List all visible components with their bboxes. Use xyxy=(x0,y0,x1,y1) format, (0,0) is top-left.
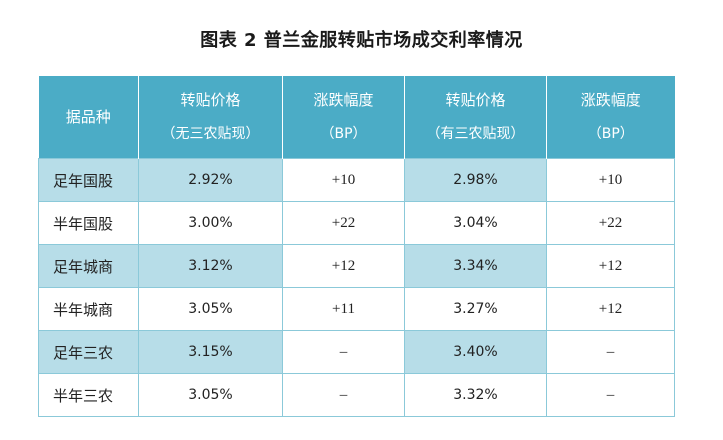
header-price-no-sannong-line2: （无三农贴现） xyxy=(161,126,260,142)
row-label: 半年三农 xyxy=(38,373,139,417)
change-1-cell: +11 xyxy=(282,287,405,331)
price-no-sannong-cell: 3.15% xyxy=(138,330,283,374)
price-with-sannong-cell: 3.32% xyxy=(404,373,547,417)
price-with-sannong-cell: 2.98% xyxy=(404,158,547,202)
header-change-1-line1: 涨跌幅度 xyxy=(313,91,374,109)
change-1-cell: +22 xyxy=(282,201,405,245)
row-label: 半年国股 xyxy=(38,201,139,245)
table-row: 半年三农 3.05% – 3.32% – xyxy=(38,373,675,417)
price-with-sannong-cell: 3.27% xyxy=(404,287,547,331)
header-price-with-sannong-line2: （有三农贴现） xyxy=(426,126,525,142)
header-variety-label: 据品种 xyxy=(65,108,111,126)
table-row: 足年三农 3.15% – 3.40% – xyxy=(38,330,675,374)
row-label: 足年城商 xyxy=(38,244,139,288)
price-with-sannong-cell: 3.40% xyxy=(404,330,547,374)
table-row: 半年国股 3.00% +22 3.04% +22 xyxy=(38,201,675,245)
change-2-cell: +12 xyxy=(546,287,675,331)
price-with-sannong-cell: 3.04% xyxy=(404,201,547,245)
row-label: 足年国股 xyxy=(38,158,139,202)
table-row: 足年城商 3.12% +12 3.34% +12 xyxy=(38,244,675,288)
table-row: 半年城商 3.05% +11 3.27% +12 xyxy=(38,287,675,331)
price-no-sannong-cell: 3.12% xyxy=(138,244,283,288)
price-no-sannong-cell: 2.92% xyxy=(138,158,283,202)
header-variety: 据品种 xyxy=(38,76,139,159)
row-label: 半年城商 xyxy=(38,287,139,331)
change-2-cell: +22 xyxy=(546,201,675,245)
table-row: 足年国股 2.92% +10 2.98% +10 xyxy=(38,158,675,202)
price-no-sannong-cell: 3.00% xyxy=(138,201,283,245)
header-change-2-line2: （BP） xyxy=(587,126,634,142)
change-2-cell: – xyxy=(546,373,675,417)
header-change-2-line1: 涨跌幅度 xyxy=(580,91,641,109)
change-1-cell: +10 xyxy=(282,158,405,202)
price-no-sannong-cell: 3.05% xyxy=(138,373,283,417)
header-price-with-sannong: 转贴价格 （有三农贴现） xyxy=(404,76,547,159)
rates-table: 据品种 转贴价格 （无三农贴现） 涨跌幅度 （BP） 转贴价格 （有三农贴现） … xyxy=(38,76,675,417)
change-2-cell: – xyxy=(546,330,675,374)
change-2-cell: +10 xyxy=(546,158,675,202)
row-label: 足年三农 xyxy=(38,330,139,374)
header-price-with-sannong-line1: 转贴价格 xyxy=(445,91,506,109)
price-with-sannong-cell: 3.34% xyxy=(404,244,547,288)
header-change-2: 涨跌幅度 （BP） xyxy=(546,76,675,159)
change-1-cell: – xyxy=(282,330,405,374)
change-1-cell: +12 xyxy=(282,244,405,288)
price-no-sannong-cell: 3.05% xyxy=(138,287,283,331)
header-row: 据品种 转贴价格 （无三农贴现） 涨跌幅度 （BP） 转贴价格 （有三农贴现） … xyxy=(38,76,675,159)
header-price-no-sannong: 转贴价格 （无三农贴现） xyxy=(138,76,283,159)
figure-title: 图表 2 普兰金服转贴市场成交利率情况 xyxy=(200,30,523,51)
header-price-no-sannong-line1: 转贴价格 xyxy=(180,91,241,109)
change-2-cell: +12 xyxy=(546,244,675,288)
change-1-cell: – xyxy=(282,373,405,417)
header-change-1-line2: （BP） xyxy=(320,126,367,142)
header-change-1: 涨跌幅度 （BP） xyxy=(282,76,405,159)
